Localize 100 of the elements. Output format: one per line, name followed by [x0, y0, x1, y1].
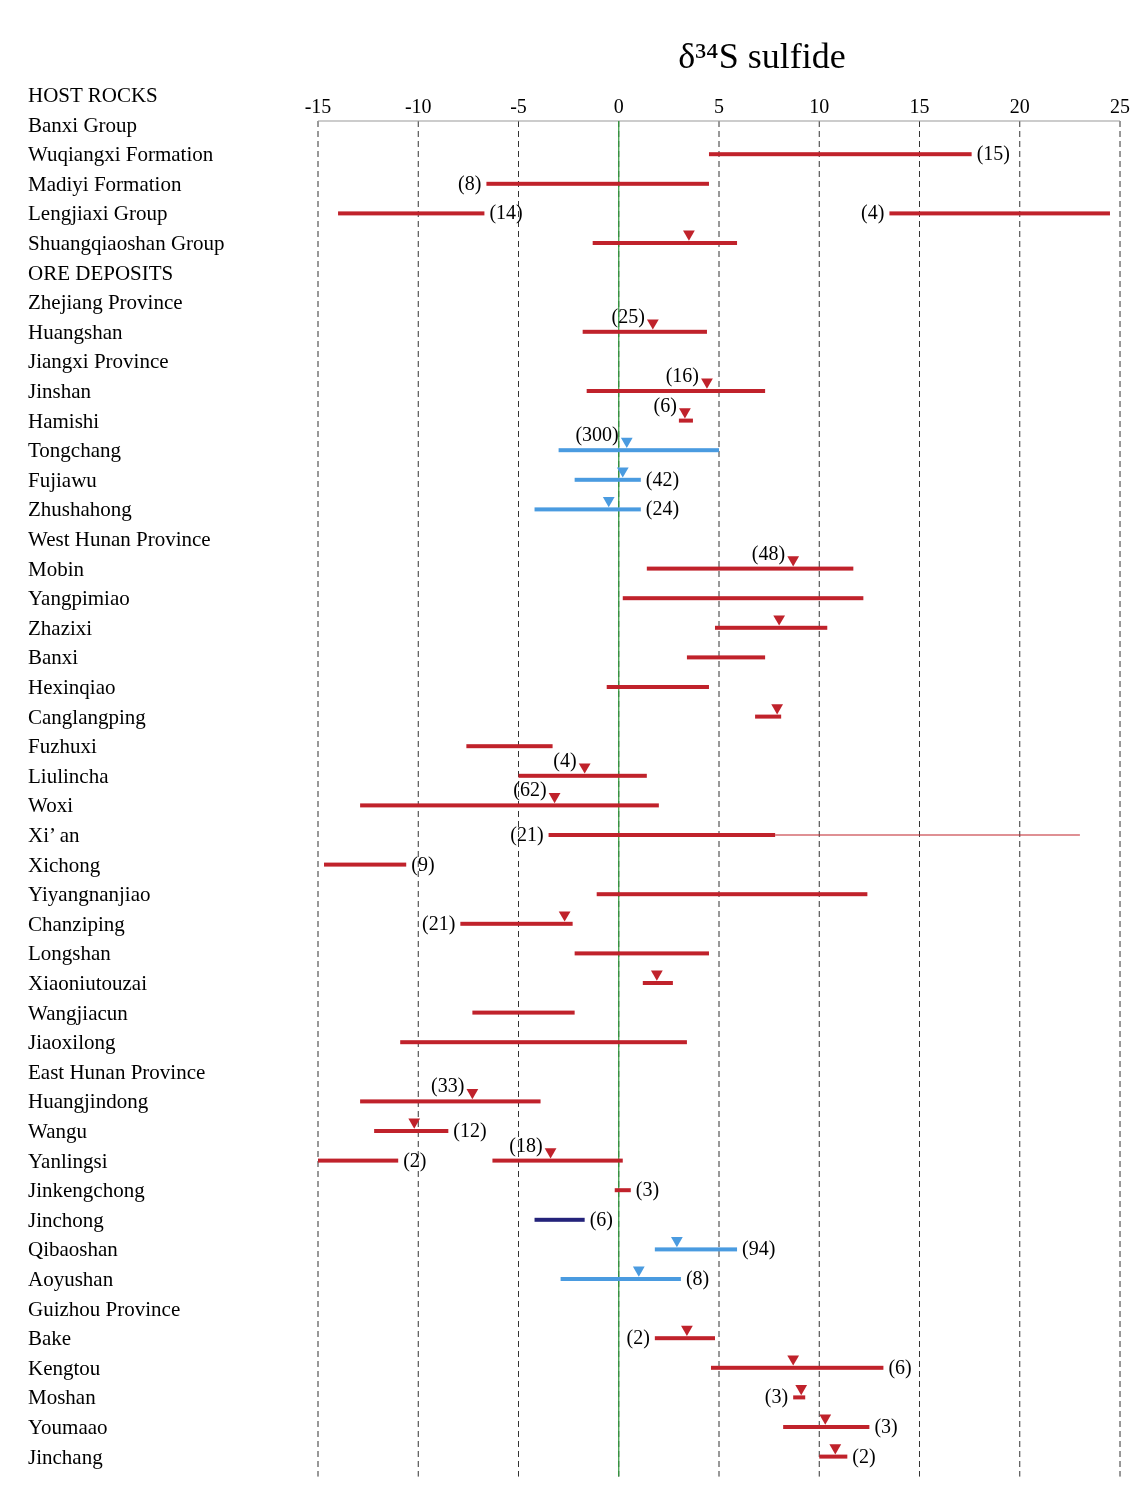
y-tick-label: Liulincha	[28, 763, 110, 788]
y-tick-label: Bake	[28, 1326, 72, 1351]
y-tick-label: Guizhou Province	[28, 1296, 181, 1321]
x-tick-label: 10	[809, 95, 830, 117]
bar	[614, 1188, 631, 1193]
annotation: (3)	[874, 1415, 898, 1438]
annotation: (8)	[458, 171, 482, 195]
bar	[338, 211, 485, 216]
annotation: (6)	[589, 1207, 613, 1231]
y-tick-label: Woxi	[28, 793, 74, 818]
annotation: (16)	[665, 364, 699, 387]
bar	[534, 1217, 585, 1222]
annotation: (4)	[553, 748, 577, 772]
y-tick-label: Hexinqiao	[28, 675, 116, 699]
y-tick-label: Zhejiang Province	[28, 290, 183, 315]
y-tick-label: Shuangqiaoshan Group	[28, 231, 225, 255]
annotation: (300)	[575, 423, 619, 447]
x-tick-label: 15	[909, 95, 930, 117]
annotation: (6)	[653, 393, 677, 417]
x-tick-label: -10	[404, 95, 432, 117]
y-tick-label: Chanziping	[28, 911, 126, 936]
y-tick-label: Yanlingsi	[28, 1148, 108, 1173]
y-tick-label: Yiyangnanjiao	[28, 882, 151, 907]
annotation: (21)	[422, 911, 456, 935]
bar	[574, 951, 709, 956]
annotation: (9)	[411, 852, 435, 876]
y-tick-label: Banxi Group	[28, 112, 138, 137]
y-tick-label: HOST ROCKS	[28, 83, 158, 107]
y-tick-label: Mobin	[28, 556, 85, 581]
annotation: (6)	[888, 1355, 912, 1379]
y-tick-label: West Hunan Province	[28, 527, 211, 551]
y-tick-label: East Hunan Province	[28, 1059, 206, 1084]
y-tick-label: Jinshan	[28, 379, 92, 403]
y-tick-label: Tongchang	[28, 438, 122, 463]
annotation: (14)	[489, 201, 523, 225]
annotation: (18)	[509, 1133, 543, 1157]
y-tick-label: Wangjiacun	[28, 1000, 129, 1025]
annotation: (3)	[764, 1385, 789, 1409]
y-tick-label: Fujiawu	[28, 467, 98, 492]
bar	[686, 655, 766, 660]
annotation: (4)	[861, 201, 885, 225]
y-tick-label: Wangu	[28, 1119, 88, 1143]
y-tick-label: Aoyushan	[28, 1267, 114, 1291]
annotation: (94)	[742, 1237, 776, 1261]
bar	[400, 1040, 687, 1045]
y-tick-label: Fuzhuxi	[28, 734, 97, 759]
bar	[708, 152, 972, 157]
y-tick-label: Jiaoxilong	[28, 1030, 116, 1055]
y-tick-label: Moshan	[28, 1385, 97, 1410]
y-tick-label: Jiangxi Province	[28, 349, 169, 374]
annotation: (3)	[635, 1178, 660, 1202]
y-tick-label: Kengtou	[28, 1355, 101, 1380]
annotation: (24)	[645, 497, 680, 521]
y-tick-label: Jinchang	[28, 1444, 104, 1469]
y-tick-label: Canglangping	[28, 704, 147, 729]
annotation: (42)	[645, 467, 680, 491]
x-tick-label: -5	[510, 95, 527, 117]
y-tick-label: Lengjiaxi Group	[28, 201, 168, 226]
bar	[889, 211, 1110, 216]
bar	[622, 596, 864, 601]
y-tick-label: Wuqiangxi Formation	[28, 142, 214, 167]
y-tick-label: Huangshan	[28, 319, 123, 344]
annotation: (12)	[453, 1119, 487, 1142]
annotation: (62)	[513, 778, 547, 802]
annotation: (33)	[431, 1074, 465, 1098]
y-tick-label: Qibaoshan	[28, 1237, 119, 1262]
y-tick-label: Xi’ an	[28, 823, 81, 847]
bar	[606, 685, 709, 689]
bar	[596, 892, 868, 897]
annotation: (21)	[510, 823, 544, 846]
y-tick-label: Jinchong	[28, 1207, 105, 1232]
bar	[318, 1158, 399, 1163]
y-tick-label: Xichong	[28, 852, 101, 877]
x-tick-label: 5	[714, 95, 724, 117]
x-tick-label: 0	[613, 95, 624, 117]
bar	[486, 181, 709, 186]
y-tick-label: Madiyi Formation	[28, 171, 182, 196]
y-tick-label: Jinkengchong	[28, 1178, 146, 1203]
annotation: (2)	[403, 1148, 427, 1172]
annotation: (15)	[976, 142, 1010, 166]
bar	[466, 744, 553, 749]
y-tick-label: Youmaao	[28, 1415, 108, 1439]
annotation: (48)	[751, 541, 786, 565]
y-tick-label: Zhushahong	[28, 497, 133, 522]
y-tick-label: Yangpimiao	[28, 586, 130, 611]
x-tick-label: -15	[304, 95, 332, 117]
y-tick-label: Banxi	[28, 645, 79, 670]
x-tick-label: 25	[1110, 95, 1130, 117]
x-tick-label: 20	[1009, 95, 1030, 117]
bar	[324, 862, 407, 867]
bar	[472, 1010, 575, 1015]
y-tick-label: Longshan	[28, 941, 112, 966]
y-tick-label: Zhazixi	[28, 615, 93, 640]
chart-title: δ³⁴S sulfide	[678, 36, 846, 76]
annotation: (8)	[685, 1267, 710, 1290]
annotation: (2)	[852, 1444, 876, 1468]
y-tick-label: ORE DEPOSITS	[28, 260, 174, 285]
y-tick-label: Hamishi	[28, 408, 100, 433]
y-tick-label: Xiaoniutouzai	[28, 971, 148, 995]
y-tick-label: Huangjindong	[28, 1089, 149, 1114]
